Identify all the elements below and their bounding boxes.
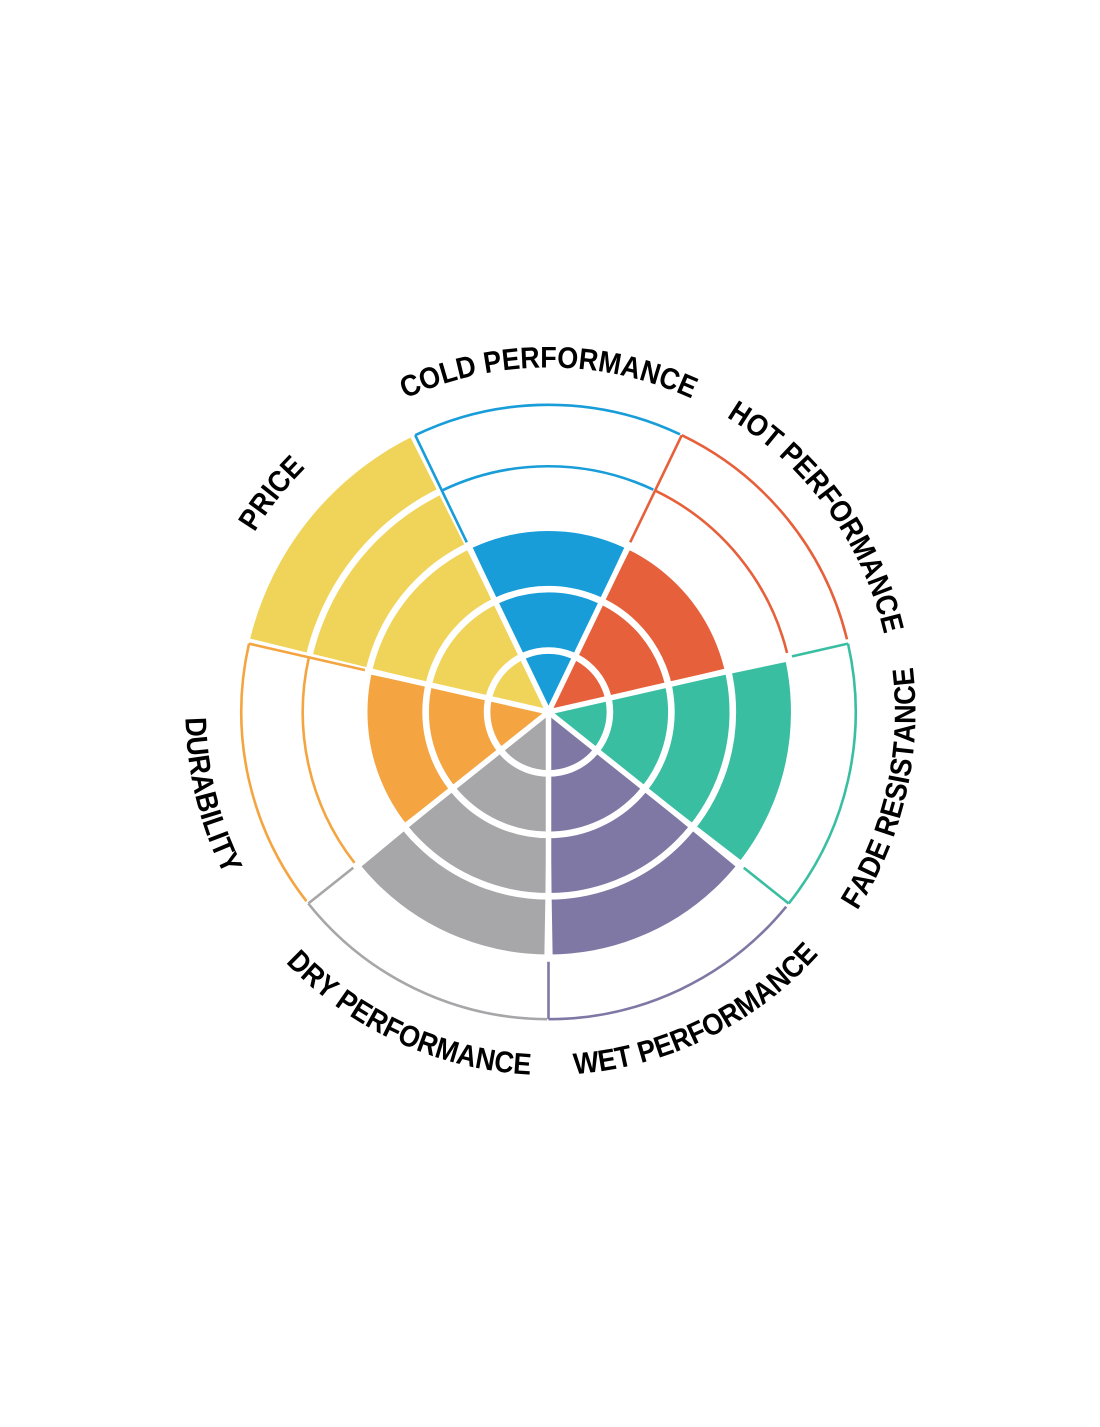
svg-text:D: D [178,717,212,738]
svg-text:S: S [884,756,920,779]
svg-text:O: O [556,341,579,376]
svg-text:W: W [572,1045,601,1081]
svg-text:E: E [512,1047,532,1082]
svg-text:U: U [179,735,214,758]
svg-text:E: E [887,666,922,687]
svg-text:A: A [888,722,923,743]
svg-text:P: P [481,344,504,380]
svg-text:R: R [577,342,601,378]
svg-text:N: N [889,704,923,724]
svg-text:F: F [540,341,556,375]
svg-text:E: E [500,342,521,377]
svg-text:E: E [595,1043,618,1079]
svg-text:C: C [492,1045,516,1081]
svg-text:R: R [519,341,541,376]
svg-text:T: T [886,740,921,761]
svg-text:C: C [888,685,923,706]
svg-text:T: T [612,1039,636,1075]
